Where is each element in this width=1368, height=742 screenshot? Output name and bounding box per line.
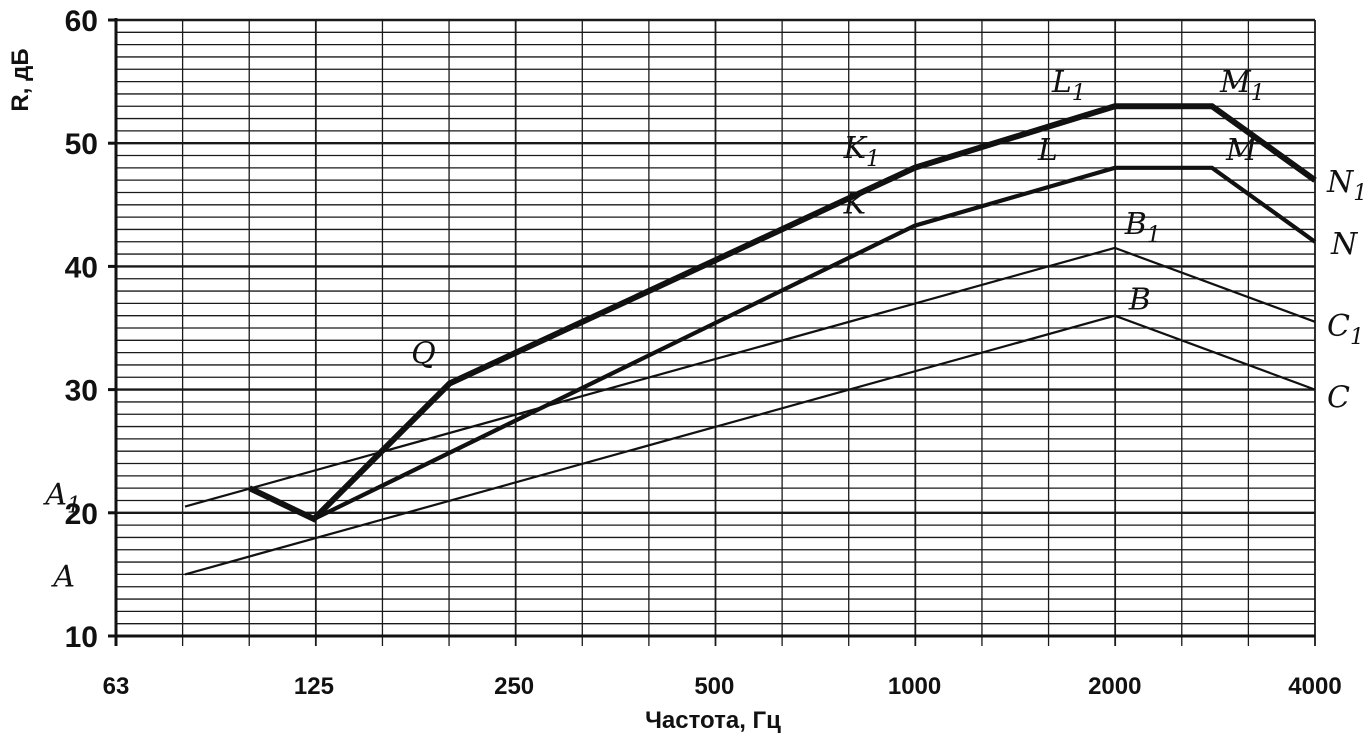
y-tick-label: 20 (65, 498, 98, 531)
point-label: M (1225, 133, 1258, 168)
y-tick-label: 60 (65, 5, 98, 38)
series-line-1 (184, 314, 1316, 576)
series-line-2 (184, 246, 1316, 508)
point-label: N1 (1326, 165, 1367, 206)
point-label: C1 (1327, 309, 1364, 350)
y-tick-label: 10 (65, 621, 98, 654)
y-tick-label: 40 (65, 251, 98, 284)
point-label: K1 (843, 131, 880, 172)
point-label: C (1327, 381, 1350, 416)
x-tick-label: 4000 (1288, 673, 1341, 700)
point-label: B1 (1124, 207, 1161, 248)
x-axis-label: Частота, Гц (645, 707, 781, 734)
point-label: A (50, 559, 75, 594)
y-axis-label: R, дБ (7, 48, 34, 111)
tick-labels: 10 20 30 40 50 60 63 125 250 500 1000 2000 4000 (65, 5, 1342, 700)
x-tick-label: 500 (694, 673, 734, 700)
x-tick-label: 2000 (1088, 673, 1141, 700)
y-tick-label: 30 (65, 375, 98, 408)
grid (115, 18, 1316, 646)
x-tick-label: 63 (103, 673, 130, 700)
point-label: K (843, 186, 868, 221)
point-label: L (1037, 133, 1058, 168)
axes (108, 18, 1315, 646)
series-group (184, 103, 1317, 576)
point-label: B (1128, 283, 1151, 318)
series-line-4 (248, 103, 1317, 523)
point-label: N (1330, 227, 1359, 262)
point-label: Q (411, 336, 436, 371)
y-tick-label: 50 (65, 128, 98, 161)
x-tick-label: 125 (294, 673, 334, 700)
x-tick-label: 1000 (888, 673, 941, 700)
x-tick-label: 250 (494, 673, 534, 700)
point-label: L1 (1051, 65, 1086, 106)
point-label: M1 (1219, 65, 1265, 106)
